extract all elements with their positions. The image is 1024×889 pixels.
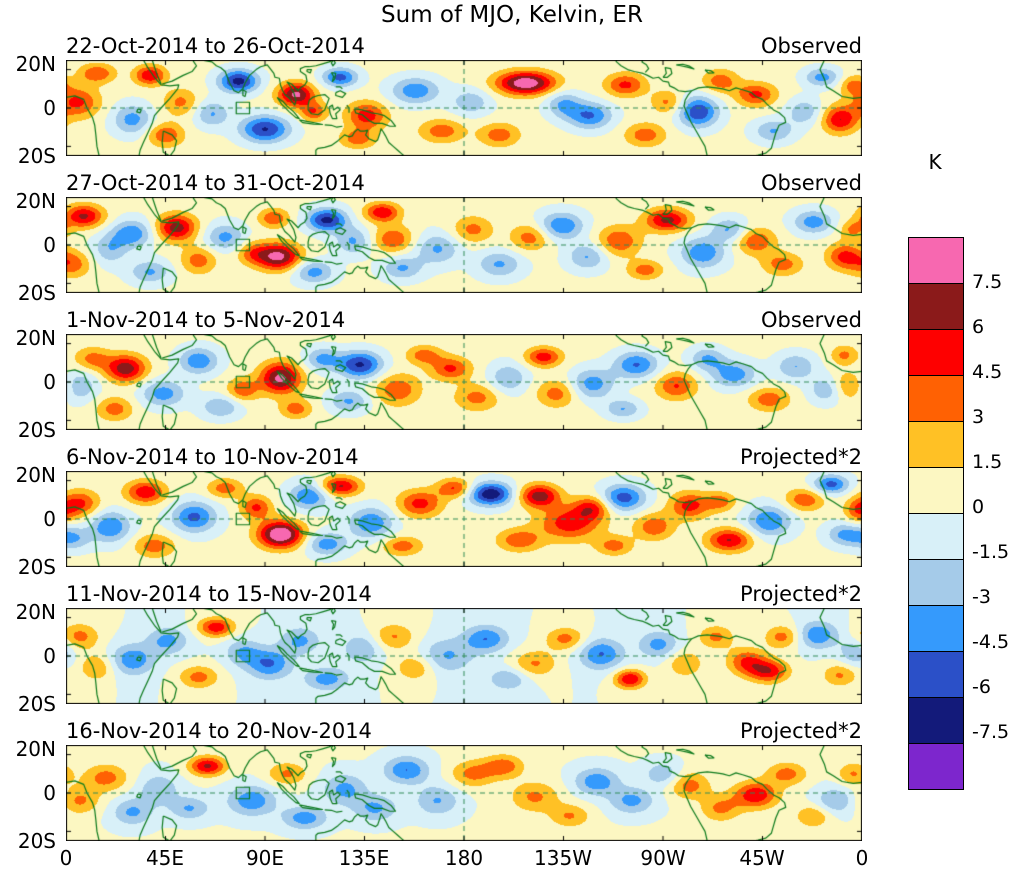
x-axis-label: 0 xyxy=(59,846,73,870)
panel-type-label: Observed xyxy=(760,171,862,195)
map-panel-6 xyxy=(66,745,862,841)
panel-type-label: Observed xyxy=(760,34,862,58)
panel-date-range: 16-Nov-2014 to 20-Nov-2014 xyxy=(66,719,372,743)
y-axis-label: 20N xyxy=(15,600,56,624)
panel-type-label: Observed xyxy=(760,308,862,332)
colorbar-tick-label: -1.5 xyxy=(972,541,1010,563)
colorbar-tick-label: -7.5 xyxy=(972,721,1010,743)
y-axis-label: 0 xyxy=(43,370,56,394)
map-panel-2 xyxy=(66,197,862,293)
colorbar-block xyxy=(909,514,963,560)
panel-date-range: 1-Nov-2014 to 5-Nov-2014 xyxy=(66,308,346,332)
colorbar-tick-label: 4.5 xyxy=(972,361,1003,383)
y-axis-label: 20N xyxy=(15,52,56,76)
y-axis-label: 0 xyxy=(43,781,56,805)
x-axis-label: 45W xyxy=(739,846,785,870)
colorbar-tick-label: -4.5 xyxy=(972,631,1010,653)
x-axis-label: 0 xyxy=(855,846,869,870)
y-axis-label: 20N xyxy=(15,326,56,350)
colorbar-block xyxy=(909,652,963,698)
x-axis-label: 135E xyxy=(338,846,390,870)
colorbar-block xyxy=(909,606,963,652)
panel-date-range: 27-Oct-2014 to 31-Oct-2014 xyxy=(66,171,365,195)
map-panel-5 xyxy=(66,608,862,704)
colorbar xyxy=(908,237,964,790)
panel-type-label: Projected*2 xyxy=(740,445,862,469)
x-axis-label: 45E xyxy=(145,846,185,870)
y-axis-label: 0 xyxy=(43,507,56,531)
colorbar-block xyxy=(909,330,963,376)
panel-type-label: Projected*2 xyxy=(740,719,862,743)
colorbar-tick-label: -3 xyxy=(972,586,991,608)
colorbar-block xyxy=(909,422,963,468)
y-axis-label: 20S xyxy=(17,555,56,579)
panel-date-range: 6-Nov-2014 to 10-Nov-2014 xyxy=(66,445,359,469)
x-axis-label: 180 xyxy=(444,846,484,870)
map-panel-1 xyxy=(66,60,862,156)
map-panel-3 xyxy=(66,334,862,430)
y-axis-label: 0 xyxy=(43,233,56,257)
page-title: Sum of MJO, Kelvin, ER xyxy=(381,2,643,28)
y-axis-label: 20S xyxy=(17,418,56,442)
y-axis-label: 20S xyxy=(17,829,56,853)
map-panel-4 xyxy=(66,471,862,567)
panel-header: 22-Oct-2014 to 26-Oct-2014 Observed xyxy=(66,30,862,58)
colorbar-tick-label: 7.5 xyxy=(972,271,1003,293)
colorbar-units-label: K xyxy=(928,150,942,174)
y-axis-label: 20N xyxy=(15,737,56,761)
panel-date-range: 22-Oct-2014 to 26-Oct-2014 xyxy=(66,34,365,58)
colorbar-tick-label: 0 xyxy=(972,496,985,518)
colorbar-block xyxy=(909,698,963,744)
colorbar-block xyxy=(909,560,963,606)
y-axis-label: 20N xyxy=(15,189,56,213)
y-axis-label: 0 xyxy=(43,96,56,120)
colorbar-block xyxy=(909,744,963,789)
x-axis-label: 135W xyxy=(534,846,592,870)
x-axis-label: 90W xyxy=(640,846,686,870)
x-axis-label: 90E xyxy=(245,846,285,870)
panel-header: 27-Oct-2014 to 31-Oct-2014 Observed xyxy=(66,167,862,195)
y-axis-label: 20S xyxy=(17,144,56,168)
panel-header: 1-Nov-2014 to 5-Nov-2014 Observed xyxy=(66,304,862,332)
colorbar-tick-label: 6 xyxy=(972,316,985,338)
panel-header: 11-Nov-2014 to 15-Nov-2014 Projected*2 xyxy=(66,578,862,606)
colorbar-block xyxy=(909,238,963,284)
colorbar-tick-label: 1.5 xyxy=(972,451,1003,473)
colorbar-tick-label: -6 xyxy=(972,676,991,698)
colorbar-tick-label: 3 xyxy=(972,406,985,428)
panel-header: 6-Nov-2014 to 10-Nov-2014 Projected*2 xyxy=(66,441,862,469)
panel-date-range: 11-Nov-2014 to 15-Nov-2014 xyxy=(66,582,372,606)
y-axis-label: 20N xyxy=(15,463,56,487)
y-axis-label: 0 xyxy=(43,644,56,668)
panel-type-label: Projected*2 xyxy=(740,582,862,606)
colorbar-block xyxy=(909,468,963,514)
y-axis-label: 20S xyxy=(17,281,56,305)
panel-header: 16-Nov-2014 to 20-Nov-2014 Projected*2 xyxy=(66,715,862,743)
y-axis-label: 20S xyxy=(17,692,56,716)
colorbar-block xyxy=(909,284,963,330)
colorbar-block xyxy=(909,376,963,422)
